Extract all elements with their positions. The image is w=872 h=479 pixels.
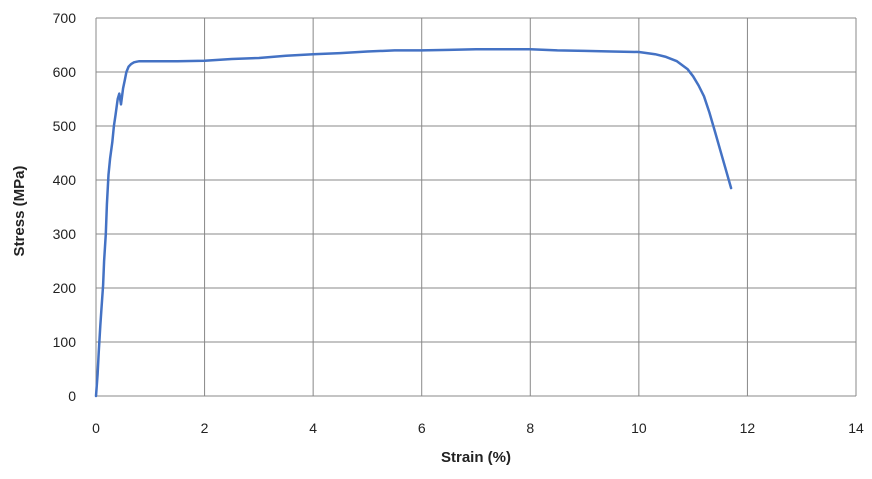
y-tick-label: 700 xyxy=(53,10,77,26)
x-tick-label: 2 xyxy=(201,420,209,436)
x-tick-label: 10 xyxy=(631,420,647,436)
y-tick-label: 300 xyxy=(53,226,77,242)
series-line xyxy=(94,48,733,398)
y-tick-label: 600 xyxy=(53,64,77,80)
tick-labels: 0 100 200 300 400 500 600 700 0 2 4 6 8 10 12 14 xyxy=(53,10,864,436)
x-tick-label: 0 xyxy=(92,420,100,436)
x-tick-label: 14 xyxy=(848,420,864,436)
x-tick-label: 12 xyxy=(740,420,756,436)
y-tick-label: 200 xyxy=(53,280,77,296)
grid-lines xyxy=(95,17,857,397)
x-tick-label: 4 xyxy=(309,420,317,436)
y-tick-label: 100 xyxy=(53,334,77,350)
y-tick-label: 0 xyxy=(68,388,76,404)
y-tick-label: 500 xyxy=(53,118,77,134)
x-tick-label: 8 xyxy=(526,420,534,436)
x-axis-title: Strain (%) xyxy=(441,449,511,466)
series-layer xyxy=(94,48,733,398)
x-tick-label: 6 xyxy=(418,420,426,436)
y-tick-label: 400 xyxy=(53,172,77,188)
y-axis-title: Stress (MPa) xyxy=(11,166,28,257)
